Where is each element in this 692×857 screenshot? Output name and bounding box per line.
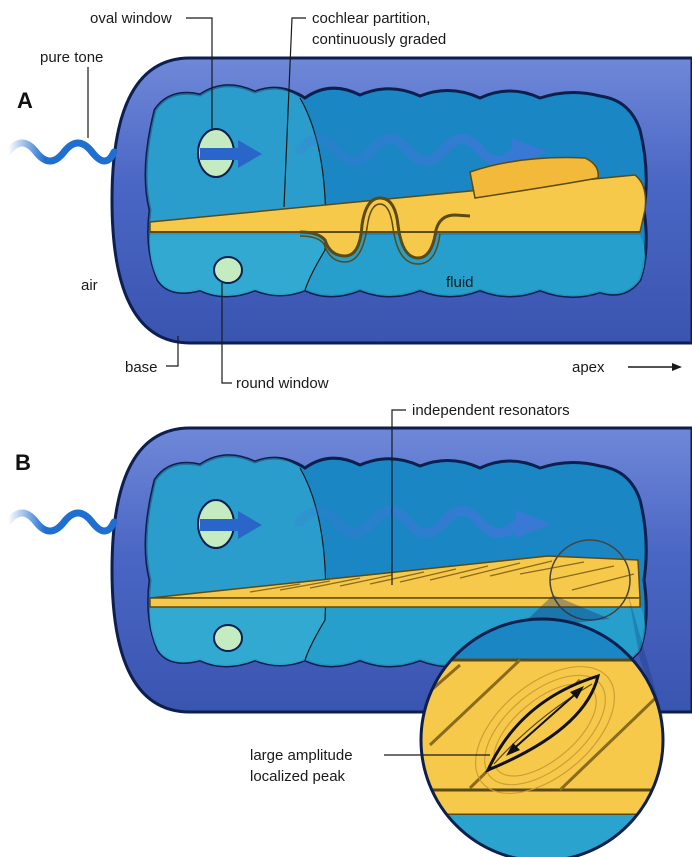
panel-b-oval-window-arrow-icon — [200, 511, 262, 539]
panel-a-partition-fold — [469, 156, 599, 199]
leader-independent-resonators — [391, 409, 406, 585]
label-cochlear-partition-line2: continuously graded — [312, 31, 446, 48]
panel-b-pure-tone-wave-icon — [4, 509, 118, 535]
panel-a-pure-tone-wave-icon — [4, 139, 118, 165]
label-large-amplitude-line1: large amplitude — [250, 747, 353, 764]
panel-b-magnify-beam-right — [628, 593, 664, 720]
leader-base — [166, 336, 179, 367]
panel-a-fluid-wave — [295, 134, 521, 166]
leader-cochlear-partition — [283, 17, 306, 208]
panel-b-base-region — [146, 455, 326, 666]
panel-b-round-window — [213, 624, 243, 652]
panel-b-magnified-lens — [419, 617, 665, 857]
apex-arrow-icon — [628, 363, 682, 371]
panel-b-magnify-source — [549, 539, 631, 621]
label-oval-window: oval window — [90, 10, 172, 27]
leader-oval-window — [186, 17, 213, 131]
panel-a-round-window — [213, 256, 243, 284]
label-apex: apex — [572, 359, 605, 376]
panel-b-fluid-arrow-icon — [516, 510, 552, 538]
label-cochlear-partition-line1: cochlear partition, — [312, 10, 430, 27]
label-round-window: round window — [236, 375, 329, 392]
panel-a-base-region — [146, 85, 326, 296]
panel-a-traveling-wave-inner — [299, 203, 441, 265]
label-independent-resonators: independent resonators — [412, 402, 570, 419]
panel-a-traveling-wave — [299, 196, 471, 260]
amplitude-arrow-icon — [506, 686, 584, 756]
panel-b-partition-edge — [149, 597, 641, 608]
label-base: base — [125, 359, 158, 376]
label-fluid: fluid — [446, 274, 474, 291]
panel-a-fluid-arrow-icon — [512, 138, 548, 166]
label-large-amplitude-line2: localized peak — [250, 768, 346, 785]
label-air: air — [81, 277, 98, 294]
panel-b: B — [4, 402, 692, 857]
label-pure-tone: pure tone — [40, 49, 103, 66]
panel-b-letter: B — [15, 450, 31, 475]
panel-a-letter: A — [17, 88, 33, 113]
leader-round-window — [221, 283, 232, 384]
panel-a-oval-window-arrow-icon — [200, 140, 262, 168]
panel-a: A oval window cochlear partition, contin… — [4, 10, 692, 392]
panel-b-fluid-wave — [295, 506, 525, 538]
